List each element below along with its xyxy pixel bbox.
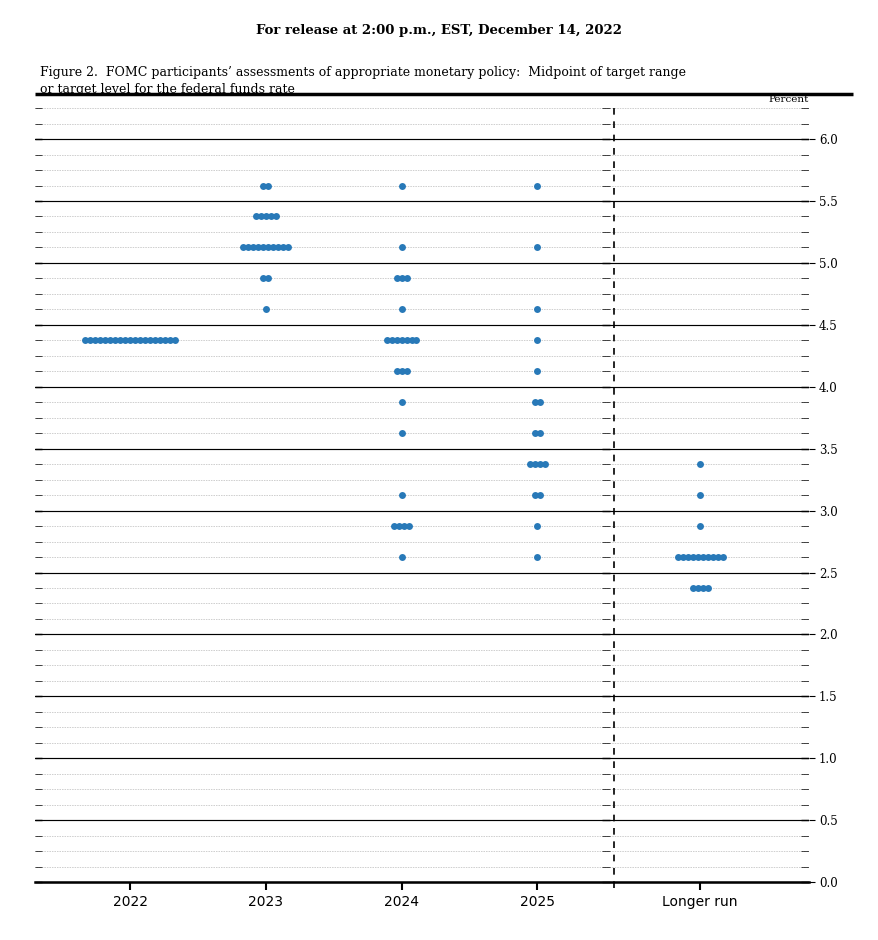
Text: Percent: Percent — [767, 95, 808, 104]
Text: Figure 2.  FOMC participants’ assessments of appropriate monetary policy:  Midpo: Figure 2. FOMC participants’ assessments… — [40, 66, 685, 79]
Text: For release at 2:00 p.m., EST, December 14, 2022: For release at 2:00 p.m., EST, December … — [256, 24, 622, 38]
Text: or target level for the federal funds rate: or target level for the federal funds ra… — [40, 83, 294, 96]
